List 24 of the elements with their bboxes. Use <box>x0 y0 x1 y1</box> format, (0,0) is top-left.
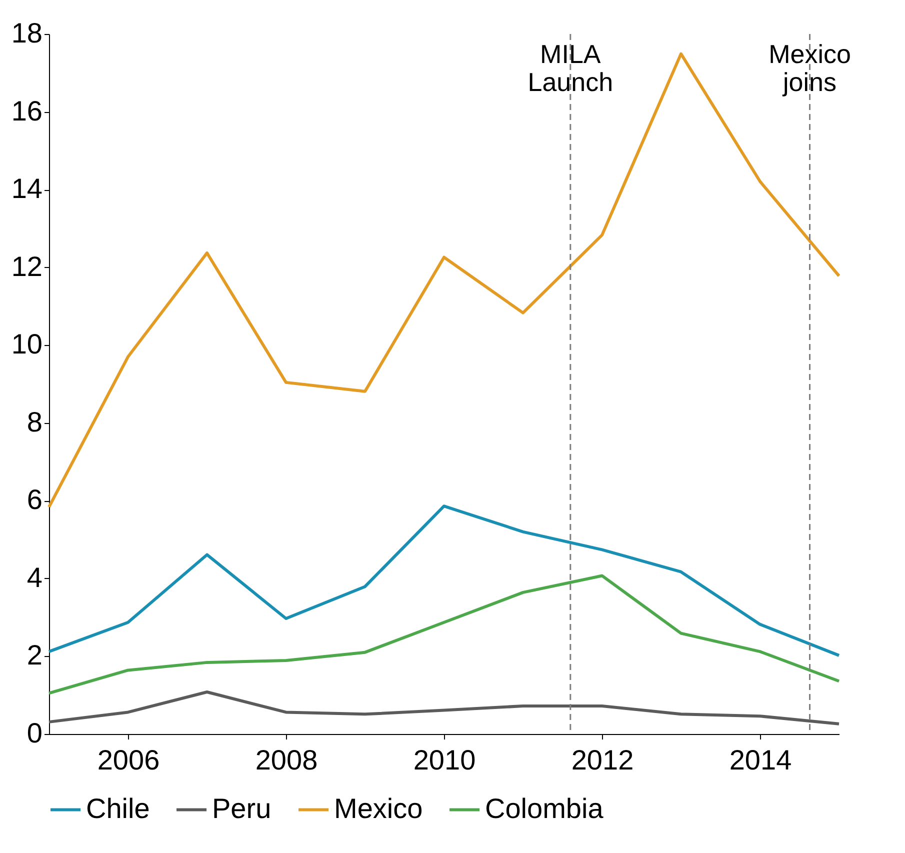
line-series <box>48 574 840 695</box>
x-tick-label: 2012 <box>571 744 634 776</box>
y-tick-label: 10 <box>11 328 42 360</box>
ref-line-label: Mexico joins <box>768 39 851 97</box>
legend-label: Peru <box>212 792 272 824</box>
y-tick-label: 14 <box>11 173 42 204</box>
x-tick-label: 2008 <box>255 744 318 776</box>
y-tick-label: 16 <box>11 95 42 126</box>
y-tick-label: 12 <box>11 250 42 282</box>
legend-label: Mexico <box>334 792 423 824</box>
line-series <box>48 504 840 657</box>
x-tick-label: 2014 <box>729 744 792 776</box>
y-tick-label: 6 <box>26 484 42 516</box>
y-tick-label: 8 <box>26 406 42 438</box>
y-tick-label: 4 <box>26 562 42 593</box>
x-tick-label: 2006 <box>97 744 160 776</box>
x-tick-label: 2010 <box>413 744 476 776</box>
y-tick-label: 18 <box>11 18 42 48</box>
line-series <box>48 690 840 726</box>
y-tick-label: 2 <box>26 640 42 671</box>
ref-line-label: MILA Launch <box>528 39 614 97</box>
legend-label: Colombia <box>485 792 604 824</box>
legend-label: Chile <box>86 792 150 824</box>
y-tick-label: 0 <box>26 718 42 748</box>
